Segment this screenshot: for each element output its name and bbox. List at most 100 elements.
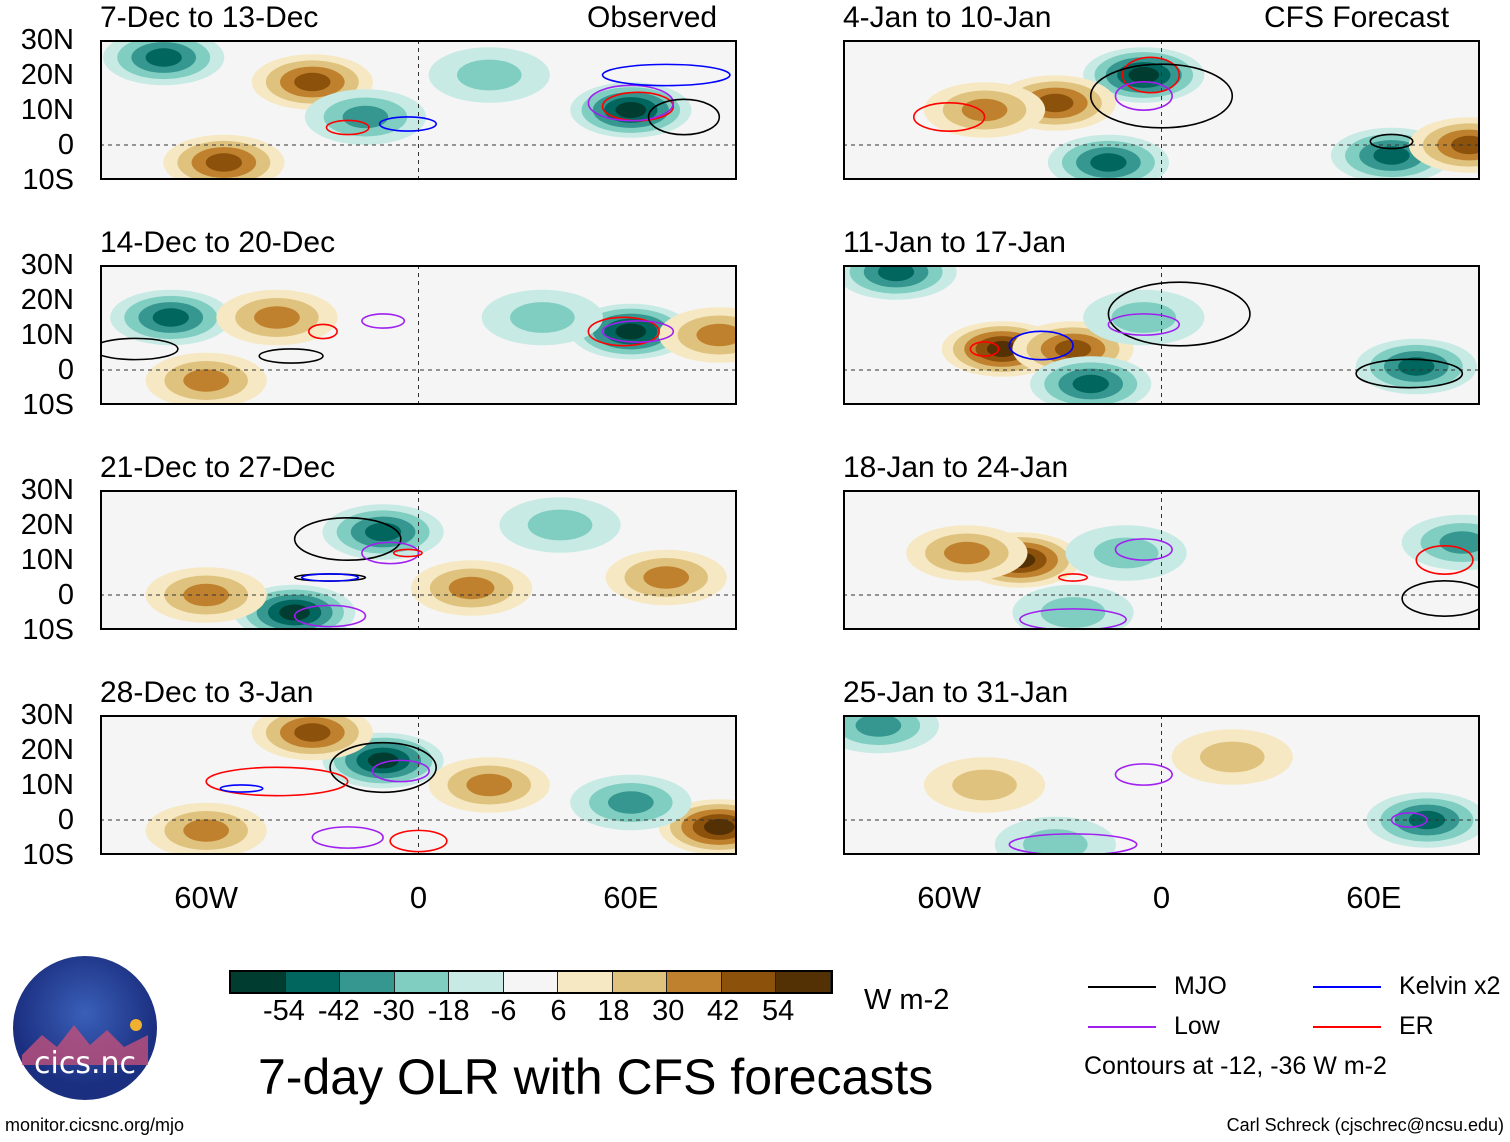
lat-label: 10S — [22, 839, 74, 871]
lon-label: 60E — [603, 880, 659, 915]
olr-anomaly-blob — [510, 302, 575, 333]
legend-label: ER — [1399, 1012, 1434, 1040]
panel-frame — [100, 490, 737, 630]
black-contour — [647, 98, 721, 136]
olr-anomaly-blob — [1451, 135, 1480, 155]
olr-anomaly-blob — [696, 323, 737, 347]
svg-text:cics.nc: cics.nc — [34, 1046, 136, 1081]
colorbar-label: -6 — [490, 995, 517, 1027]
colorbar-swatch — [394, 972, 450, 992]
colorbar-label: 42 — [707, 995, 740, 1027]
lon-label: 0 — [1152, 880, 1171, 915]
panel-title: 28-Dec to 3-Jan — [100, 676, 314, 709]
lat-label: 30N — [20, 699, 74, 731]
panel-title: 14-Dec to 20-Dec — [100, 226, 336, 259]
lon-label: 60W — [174, 880, 239, 915]
map-panel — [843, 40, 1480, 180]
legend-line-kelvin — [1313, 986, 1381, 988]
olr-anomaly-blob — [1439, 531, 1480, 554]
legend-label: Low — [1174, 1012, 1220, 1040]
olr-anomaly-blob — [952, 769, 1017, 801]
red-contour — [1415, 545, 1474, 575]
lat-label: 10N — [20, 94, 74, 126]
purple-contour — [371, 759, 430, 783]
blue-contour — [300, 573, 360, 582]
panel-frame — [100, 715, 737, 855]
olr-anomaly-blob — [1398, 357, 1435, 376]
lat-label: 10N — [20, 319, 74, 351]
red-contour — [205, 766, 349, 797]
purple-contour — [601, 320, 675, 343]
figure-title: 7-day OLR with CFS forecasts — [258, 1049, 934, 1105]
logo-icon: cics.nc — [13, 956, 157, 1100]
panel-frame — [100, 265, 737, 405]
colorbar-swatch — [340, 972, 395, 992]
olr-anomaly-blob — [1128, 67, 1160, 83]
purple-contour — [1114, 538, 1173, 561]
contour-note: Contours at -12, -36 W m-2 — [1084, 1052, 1387, 1080]
purple-contour — [1114, 81, 1173, 111]
map-panel — [100, 715, 737, 855]
map-panel — [843, 265, 1480, 405]
panel-title: 4-Jan to 10-Jan — [843, 1, 1052, 34]
black-contour — [329, 741, 437, 794]
blue-contour — [219, 784, 264, 793]
olr-anomaly-blob — [1090, 153, 1127, 172]
colorbar-label: -54 — [262, 995, 305, 1027]
purple-contour — [1114, 763, 1173, 786]
lat-label: 20N — [20, 734, 74, 766]
lat-label: 30N — [20, 249, 74, 281]
olr-anomaly-blob — [961, 98, 1008, 122]
legend-line-mjo — [1088, 986, 1156, 988]
map-panel — [100, 265, 737, 405]
black-contour — [1089, 63, 1234, 129]
olr-anomaly-blob — [364, 522, 402, 542]
purple-contour — [361, 313, 406, 329]
olr-anomaly-blob — [607, 791, 654, 814]
blue-contour — [601, 63, 731, 87]
lat-label: 20N — [20, 509, 74, 541]
colorbar-label: 30 — [652, 995, 685, 1027]
olr-anomaly-blob — [254, 306, 300, 329]
purple-contour — [1019, 608, 1127, 630]
purple-contour — [1008, 833, 1138, 855]
red-contour — [969, 341, 1000, 357]
panel-title: 11-Jan to 17-Jan — [843, 226, 1066, 259]
olr-anomaly-blob — [183, 819, 230, 842]
footer-url[interactable]: monitor.cicsnc.org/mjo — [5, 1115, 185, 1135]
colorbar-swatch — [285, 972, 341, 992]
colorbar-label: 18 — [597, 995, 630, 1027]
lat-label: 30N — [20, 24, 74, 56]
legend-line-er — [1313, 1026, 1381, 1028]
panel-title: 18-Jan to 24-Jan — [843, 451, 1069, 484]
black-contour — [1355, 358, 1464, 389]
olr-anomaly-blob — [294, 723, 331, 742]
colorbar-swatch — [558, 972, 613, 992]
red-contour — [389, 829, 448, 853]
olr-anomaly-blob — [456, 59, 522, 91]
olr-anomaly-blob — [1072, 374, 1109, 394]
panel-title: 25-Jan to 31-Jan — [843, 676, 1069, 709]
map-panel — [100, 40, 737, 180]
lat-label: 10N — [20, 769, 74, 801]
black-contour — [1369, 133, 1414, 150]
panel-frame — [843, 265, 1480, 405]
red-contour — [325, 119, 370, 136]
lat-label: 0 — [57, 354, 74, 386]
olr-anomaly-blob — [466, 773, 513, 797]
lat-label: 10S — [22, 614, 74, 646]
lat-label: 0 — [57, 129, 74, 161]
cfs-forecast-label: CFS Forecast — [1264, 1, 1450, 34]
map-panel — [843, 715, 1480, 855]
olr-anomaly-blob — [1111, 302, 1177, 333]
olr-anomaly-blob — [279, 604, 310, 621]
lat-label: 30N — [20, 474, 74, 506]
lon-label: 60E — [1346, 880, 1402, 915]
purple-contour — [1390, 812, 1428, 828]
map-panel — [100, 490, 737, 630]
cics-logo: cics.nc — [12, 955, 158, 1101]
colorbar-label: -42 — [317, 995, 360, 1027]
olr-anomaly-blob — [294, 72, 331, 92]
legend-line-low — [1088, 1026, 1156, 1028]
legend-label: Kelvin x2 — [1399, 972, 1501, 1000]
